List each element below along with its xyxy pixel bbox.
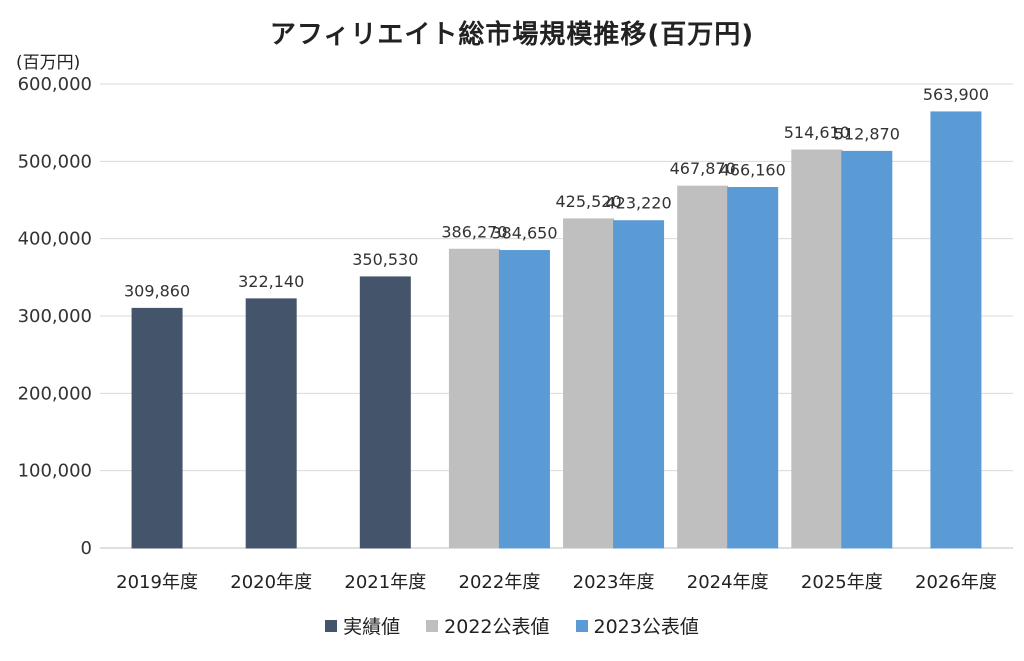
y-tick-label: 300,000 bbox=[18, 306, 92, 327]
y-tick-label: 500,000 bbox=[18, 151, 92, 172]
x-category-label: 2021年度 bbox=[344, 572, 426, 593]
y-tick-label: 100,000 bbox=[18, 461, 92, 482]
data-label: 386,270 bbox=[441, 222, 507, 241]
x-category-label: 2026年度 bbox=[915, 572, 997, 593]
bar bbox=[727, 187, 779, 549]
bar bbox=[245, 298, 297, 549]
legend: 実績値 2022公表値 2023公表値 bbox=[0, 612, 1024, 639]
data-label: 350,530 bbox=[352, 250, 418, 269]
bar bbox=[791, 149, 843, 549]
bar bbox=[930, 111, 982, 549]
data-label: 423,220 bbox=[605, 194, 671, 213]
legend-item-2023: 2023公表値 bbox=[575, 612, 699, 639]
bar bbox=[498, 250, 550, 549]
y-tick-label: 600,000 bbox=[18, 74, 92, 95]
bar bbox=[563, 218, 615, 549]
bar bbox=[841, 150, 893, 549]
data-label: 514,610 bbox=[784, 123, 850, 142]
data-label: 322,140 bbox=[238, 272, 304, 291]
bar bbox=[131, 307, 183, 549]
data-label: 512,870 bbox=[834, 124, 900, 143]
y-tick-label: 0 bbox=[81, 538, 92, 559]
x-category-label: 2020年度 bbox=[230, 572, 312, 593]
bar bbox=[677, 185, 729, 549]
legend-label-actual: 実績値 bbox=[343, 616, 401, 638]
y-tick-label: 200,000 bbox=[18, 383, 92, 404]
bar bbox=[359, 276, 411, 549]
legend-label-2023: 2023公表値 bbox=[593, 616, 699, 638]
y-tick-label: 400,000 bbox=[18, 229, 92, 250]
data-label: 425,520 bbox=[555, 192, 621, 211]
legend-swatch-2022 bbox=[426, 619, 439, 632]
data-label: 384,650 bbox=[491, 224, 557, 243]
data-label: 466,160 bbox=[720, 161, 786, 180]
data-label: 467,870 bbox=[670, 159, 736, 178]
data-label: 563,900 bbox=[923, 85, 989, 104]
bar bbox=[448, 248, 500, 549]
data-label: 309,860 bbox=[124, 281, 190, 300]
x-category-label: 2019年度 bbox=[116, 572, 198, 593]
legend-swatch-actual bbox=[325, 619, 338, 632]
legend-item-actual: 実績値 bbox=[325, 612, 400, 639]
chart-title: アフィリエイト総市場規模推移(百万円) bbox=[269, 20, 755, 50]
y-axis-unit-label: (百万円) bbox=[16, 53, 81, 73]
bar bbox=[613, 220, 665, 549]
legend-label-2022: 2022公表値 bbox=[444, 616, 550, 638]
legend-swatch-2023 bbox=[575, 619, 588, 632]
x-category-label: 2025年度 bbox=[801, 572, 883, 593]
x-category-label: 2023年度 bbox=[573, 572, 655, 593]
x-category-label: 2022年度 bbox=[459, 572, 541, 593]
x-category-label: 2024年度 bbox=[687, 572, 769, 593]
legend-item-2022: 2022公表値 bbox=[426, 612, 550, 639]
